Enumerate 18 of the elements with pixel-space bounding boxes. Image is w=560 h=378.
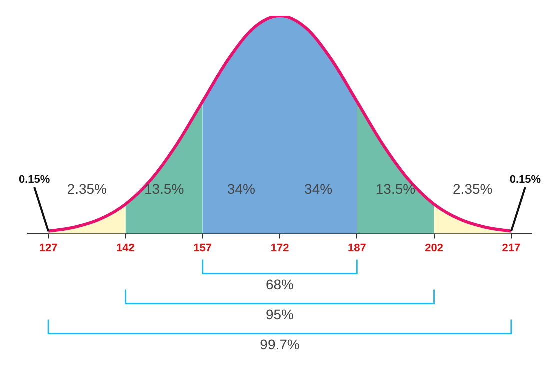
series-label: 13.5% [144, 181, 184, 198]
x-tick-label: 202 [425, 242, 444, 254]
series-label: 2.35% [67, 181, 107, 198]
annotation: 0.15% [18, 174, 50, 186]
series-label: 34% [227, 181, 256, 198]
text: 99.7% [260, 336, 300, 353]
text: 68% [266, 276, 294, 293]
text: 95% [266, 306, 294, 323]
series-label: 2.35% [453, 181, 493, 198]
x-tick-label: 187 [348, 242, 366, 254]
x-tick-label: 127 [39, 242, 58, 254]
x-tick-label: 142 [116, 242, 135, 254]
x-tick-label: 217 [502, 242, 521, 254]
series-label: 34% [304, 181, 333, 198]
series-label: 13.5% [376, 181, 416, 198]
x-tick-label: 157 [194, 242, 212, 254]
annotation: 0.15% [510, 174, 542, 186]
x-tick-label: 172 [270, 242, 290, 254]
